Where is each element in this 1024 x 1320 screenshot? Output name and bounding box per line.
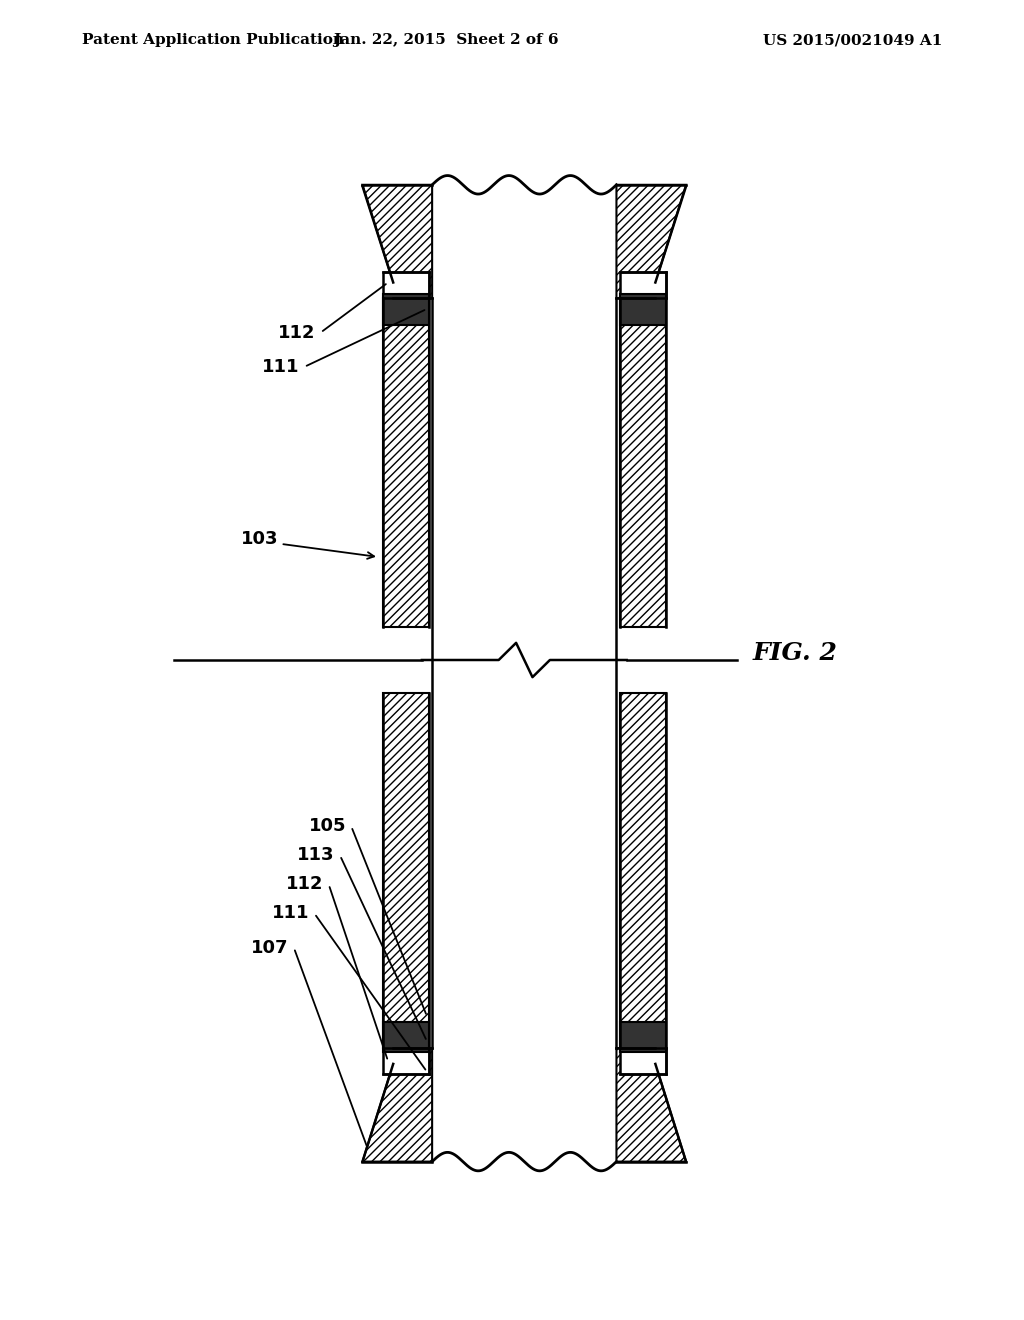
Text: Jan. 22, 2015  Sheet 2 of 6: Jan. 22, 2015 Sheet 2 of 6 xyxy=(333,33,558,48)
Text: 107: 107 xyxy=(251,939,289,957)
Text: FIG. 2: FIG. 2 xyxy=(753,642,838,665)
Bar xyxy=(383,294,429,325)
Text: 103: 103 xyxy=(241,529,279,548)
Bar xyxy=(383,272,429,298)
Text: US 2015/0021049 A1: US 2015/0021049 A1 xyxy=(763,33,942,48)
Bar xyxy=(383,298,429,627)
Text: 105: 105 xyxy=(308,817,346,836)
Bar xyxy=(383,693,429,1048)
Polygon shape xyxy=(616,1048,686,1162)
Bar xyxy=(620,272,666,298)
Text: Patent Application Publication: Patent Application Publication xyxy=(82,33,344,48)
Text: 111: 111 xyxy=(261,358,299,376)
Polygon shape xyxy=(362,1048,432,1162)
Polygon shape xyxy=(362,185,432,298)
Bar xyxy=(383,1022,429,1052)
Text: 111: 111 xyxy=(271,904,309,923)
Text: 112: 112 xyxy=(286,875,324,894)
Text: 112: 112 xyxy=(278,323,315,342)
Bar xyxy=(620,294,666,325)
Bar xyxy=(383,1048,429,1074)
Text: 113: 113 xyxy=(297,846,335,865)
Bar xyxy=(620,298,666,627)
Bar xyxy=(620,1048,666,1074)
Polygon shape xyxy=(616,185,686,298)
Bar xyxy=(620,1022,666,1052)
Bar xyxy=(620,693,666,1048)
